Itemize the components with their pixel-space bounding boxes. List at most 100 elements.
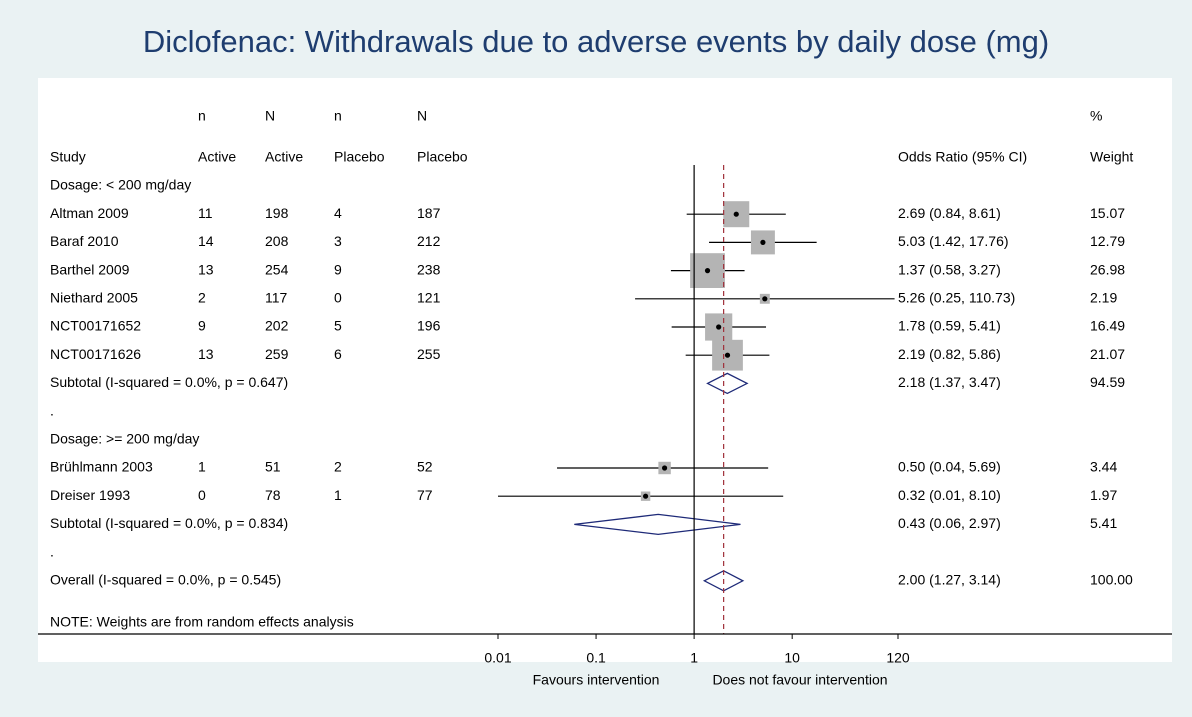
cell: NCT00171652: [50, 318, 141, 334]
column-header: N: [417, 108, 427, 124]
point-estimate: [716, 324, 722, 330]
point-estimate: [760, 239, 766, 245]
cell: 198: [265, 205, 289, 221]
cell: Baraf 2010: [50, 233, 119, 249]
or-label: 2.19 (0.82, 5.86): [898, 346, 1001, 362]
chart-title: Diclofenac: Withdrawals due to adverse e…: [143, 24, 1049, 59]
point-estimate: [724, 352, 731, 358]
cell: 202: [265, 318, 289, 334]
or-label: 5.26 (0.25, 110.73): [898, 290, 1015, 306]
cell: 4: [334, 205, 342, 221]
summary-diamond: [574, 513, 741, 536]
column-header: Active: [198, 149, 236, 165]
weight-label: 16.49: [1090, 318, 1125, 334]
cell: 1: [198, 459, 206, 475]
summary-label: Subtotal (I-squared = 0.0%, p = 0.647): [50, 374, 288, 390]
cell: Altman 2009: [50, 205, 129, 221]
or-label: 2.00 (1.27, 3.14): [898, 572, 1001, 588]
x-tick-label: 10: [784, 650, 800, 666]
summary-label: Subtotal (I-squared = 0.0%, p = 0.834): [50, 515, 288, 531]
or-label: 0.32 (0.01, 8.10): [898, 487, 1001, 503]
or-label: 2.18 (1.37, 3.47): [898, 374, 1001, 390]
cell: Brühlmann 2003: [50, 459, 153, 475]
cell: 78: [265, 487, 281, 503]
group-label: Dosage: < 200 mg/day: [50, 177, 191, 193]
column-header: Odds Ratio (95% CI): [898, 149, 1027, 165]
summary-diamond: [702, 570, 745, 592]
x-tick-label: 120: [886, 650, 910, 666]
cell: 9: [198, 318, 206, 334]
cell: 255: [417, 346, 441, 362]
cell: 14: [198, 233, 214, 249]
weight-label: 15.07: [1090, 205, 1125, 221]
weight-label: 94.59: [1090, 374, 1125, 390]
cell: 2: [334, 459, 342, 475]
cell: Niethard 2005: [50, 290, 138, 306]
weight-label: 3.44: [1090, 459, 1117, 475]
cell: Barthel 2009: [50, 261, 130, 277]
cell: 117: [265, 290, 288, 306]
group-label: Dosage: >= 200 mg/day: [50, 431, 199, 447]
separator: .: [50, 543, 54, 559]
plot-panel: [38, 78, 1172, 662]
column-header: Study: [50, 149, 86, 165]
cell: 6: [334, 346, 342, 362]
column-header: Placebo: [334, 149, 385, 165]
x-tick-label: 1: [690, 650, 698, 666]
cell: 52: [417, 459, 433, 475]
cell: 5: [334, 318, 342, 334]
x-axis-label: Favours intervention: [533, 672, 660, 688]
point-estimate: [704, 268, 711, 274]
point-estimate: [762, 296, 768, 302]
cell: 259: [265, 346, 289, 362]
cell: Dreiser 1993: [50, 487, 130, 503]
weight-label: 21.07: [1090, 346, 1125, 362]
or-label: 1.78 (0.59, 5.41): [898, 318, 1001, 334]
column-header: n: [334, 108, 342, 124]
separator: .: [50, 402, 54, 418]
cell: 212: [417, 233, 441, 249]
column-header: %: [1090, 108, 1102, 124]
weight-label: 12.79: [1090, 233, 1125, 249]
column-header: Weight: [1090, 149, 1133, 165]
or-label: 5.03 (1.42, 17.76): [898, 233, 1009, 249]
or-label: 2.69 (0.84, 8.61): [898, 205, 1001, 221]
cell: 238: [417, 261, 441, 277]
cell: 0: [198, 487, 206, 503]
column-header: Active: [265, 149, 303, 165]
weight-label: 5.41: [1090, 515, 1117, 531]
x-tick-label: 0.01: [484, 650, 511, 666]
cell: 9: [334, 261, 342, 277]
weight-label: 100.00: [1090, 572, 1133, 588]
cell: 187: [417, 205, 441, 221]
cell: 13: [198, 261, 214, 277]
point-estimate: [642, 493, 649, 499]
point-estimate: [661, 465, 668, 471]
column-header: n: [198, 108, 206, 124]
cell: NCT00171626: [50, 346, 141, 362]
column-header: N: [265, 108, 275, 124]
cell: 11: [198, 205, 213, 221]
or-label: 0.50 (0.04, 5.69): [898, 459, 1001, 475]
cell: 196: [417, 318, 441, 334]
weight-label: 2.19: [1090, 290, 1117, 306]
cell: 208: [265, 233, 289, 249]
cell: 3: [334, 233, 342, 249]
x-tick-label: 0.1: [586, 650, 606, 666]
cell: 2: [198, 290, 206, 306]
cell: 254: [265, 261, 289, 277]
cell: 77: [417, 487, 433, 503]
cell: 51: [265, 459, 281, 475]
note: NOTE: Weights are from random effects an…: [50, 614, 354, 630]
or-label: 0.43 (0.06, 2.97): [898, 515, 1001, 531]
weight-label: 26.98: [1090, 261, 1125, 277]
point-estimate: [733, 211, 739, 217]
cell: 1: [334, 487, 342, 503]
or-label: 1.37 (0.58, 3.27): [898, 261, 1001, 277]
cell: 121: [417, 290, 441, 306]
summary-diamond: [706, 372, 749, 395]
column-header: Placebo: [417, 149, 468, 165]
cell: 0: [334, 290, 342, 306]
weight-label: 1.97: [1090, 487, 1117, 503]
